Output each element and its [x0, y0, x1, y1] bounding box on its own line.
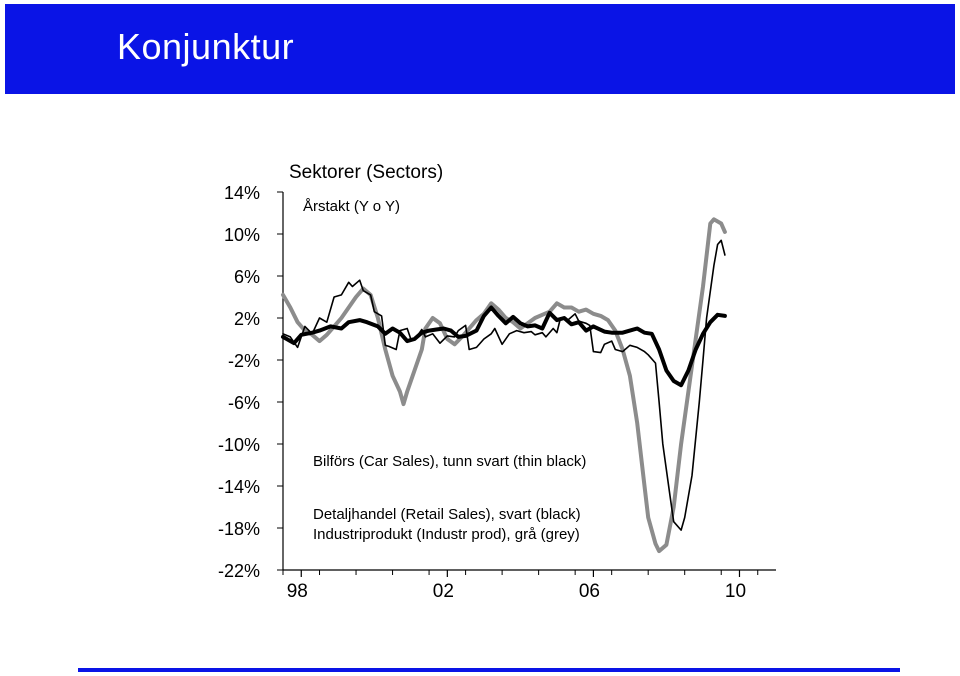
y-tick-label: 2% [234, 309, 260, 329]
series-line-3 [281, 217, 727, 554]
y-tick-label: 14% [224, 183, 260, 203]
chart-title: Sektorer (Sectors) [289, 162, 443, 183]
y-tick-label: -6% [228, 393, 260, 413]
y-tick-label: -22% [218, 561, 260, 581]
x-tick-label: 06 [579, 581, 600, 602]
footer-divider [78, 668, 900, 672]
y-tick-label: -2% [228, 351, 260, 371]
y-tick-label: -10% [218, 435, 260, 455]
series-line-2 [281, 305, 727, 388]
x-tick-label: 10 [725, 581, 746, 602]
y-tick-label: 6% [234, 267, 260, 287]
annotation-1: Bilförs (Car Sales), tunn svart (thin bl… [313, 453, 586, 470]
annotation-3: Industriprodukt (Industr prod), grå (gre… [313, 526, 580, 543]
chart-subtitle: Årstakt (Y o Y) [303, 198, 400, 215]
header-banner: Konjunktur [5, 4, 955, 94]
x-tick-label: 98 [287, 581, 308, 602]
series-line-1 [282, 239, 726, 531]
page-title: Konjunktur [117, 26, 295, 67]
y-tick-label: 10% [224, 225, 260, 245]
annotation-2: Detaljhandel (Retail Sales), svart (blac… [313, 506, 581, 523]
x-tick-label: 02 [433, 581, 454, 602]
y-tick-label: -14% [218, 477, 260, 497]
y-tick-label: -18% [218, 519, 260, 539]
